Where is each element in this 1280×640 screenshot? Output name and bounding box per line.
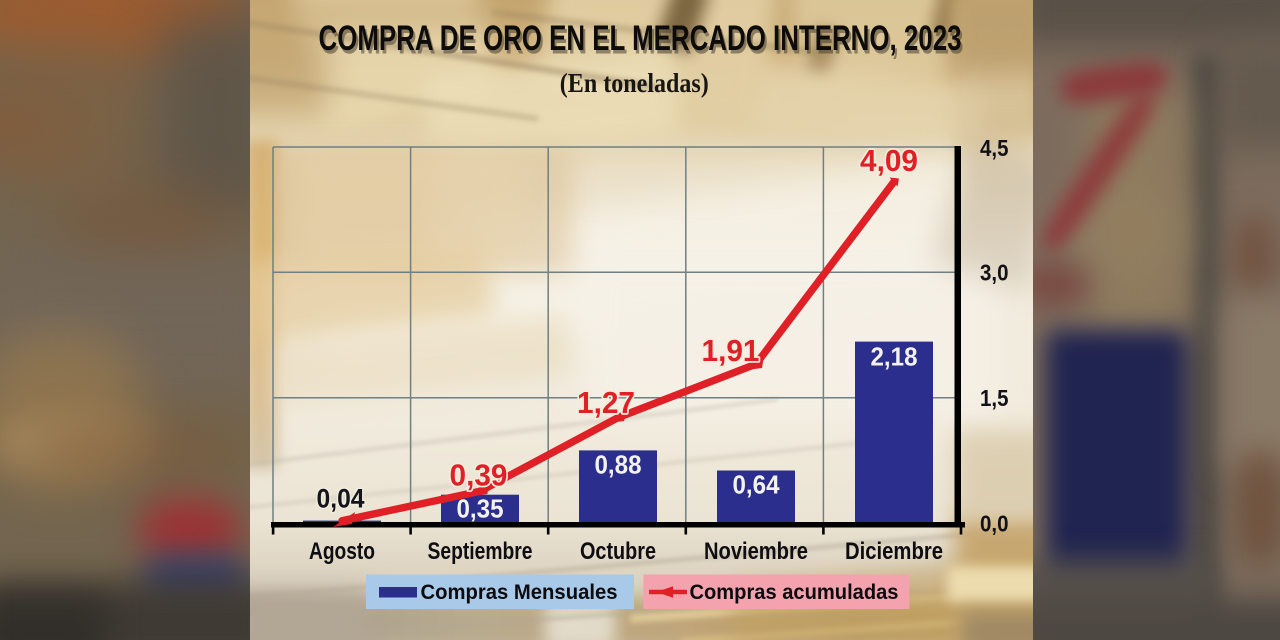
svg-text:0,88: 0,88: [595, 450, 642, 480]
svg-text:0,39: 0,39: [450, 458, 508, 493]
svg-text:Compras Mensuales: Compras Mensuales: [421, 580, 618, 604]
svg-text:COMPRA DE ORO EN EL MERCADO IN: COMPRA DE ORO EN EL MERCADO INTERNO, 202…: [321, 23, 964, 62]
svg-text:1,5: 1,5: [980, 385, 1009, 411]
svg-text:1,91: 1,91: [702, 333, 760, 368]
svg-text:COMPRA DE ORO EN EL MERCADO IN: COMPRA DE ORO EN EL MERCADO INTERNO, 202…: [319, 19, 962, 58]
svg-text:4,09: 4,09: [860, 143, 918, 178]
svg-text:Diciembre: Diciembre: [845, 538, 943, 565]
svg-text:Compras acumuladas: Compras acumuladas: [690, 580, 899, 604]
svg-text:Septiembre: Septiembre: [428, 538, 533, 565]
svg-text:3,0: 3,0: [980, 260, 1009, 286]
svg-text:0,04: 0,04: [317, 484, 365, 514]
svg-text:Agosto: Agosto: [309, 538, 375, 565]
svg-text:0,64: 0,64: [733, 470, 780, 500]
svg-text:Octubre: Octubre: [580, 538, 656, 565]
svg-text:4,5: 4,5: [980, 135, 1009, 161]
svg-text:0,35: 0,35: [457, 494, 504, 524]
svg-text:0,0: 0,0: [980, 511, 1009, 537]
svg-text:2,18: 2,18: [871, 342, 918, 372]
svg-text:(En toneladas): (En toneladas): [560, 68, 709, 98]
svg-text:1,27: 1,27: [577, 385, 635, 420]
svg-text:Noviembre: Noviembre: [704, 538, 808, 565]
